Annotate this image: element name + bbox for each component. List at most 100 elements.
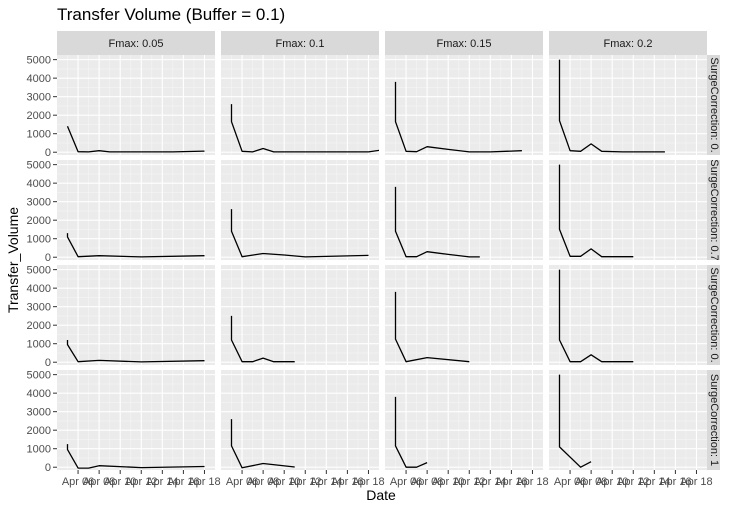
series-line	[558, 269, 634, 363]
panel-background	[549, 55, 707, 155]
x-tick-label: Apr 08	[411, 476, 443, 488]
facet-panel	[57, 55, 215, 155]
x-tick-label: Apr 14	[146, 476, 178, 488]
x-tick-label: Apr 16	[167, 476, 199, 488]
series-line	[558, 164, 634, 258]
y-tick-label: 1000	[27, 339, 51, 351]
series-line	[394, 291, 470, 363]
y-tick-label: 2000	[27, 320, 51, 332]
x-tick-label: Apr 18	[516, 476, 548, 488]
panel-background	[385, 265, 543, 365]
panel-background	[57, 160, 215, 260]
panel-background	[549, 265, 707, 365]
x-tick-label: Apr 10	[432, 476, 464, 488]
column-strip-label: Fmax: 0.2	[604, 38, 653, 50]
y-tick-label: 0	[45, 147, 51, 159]
facet-panel	[385, 370, 543, 470]
facet-panel	[549, 370, 707, 470]
series-line	[66, 233, 205, 258]
series-line	[230, 209, 369, 258]
row-strip-label: SurgeCorrection: 0.	[708, 267, 720, 362]
panel-background	[221, 265, 379, 365]
x-tick-label: Apr 12	[453, 476, 485, 488]
panel-background	[385, 55, 543, 155]
y-tick-label: 5000	[27, 265, 51, 277]
x-tick-label: Apr 14	[474, 476, 506, 488]
series-line	[66, 126, 205, 153]
x-tick-label: Apr 16	[659, 476, 691, 488]
y-tick-label: 0	[45, 357, 51, 369]
row-strip-label: SurgeCorrection: 0.	[708, 57, 720, 152]
y-tick-label: 2000	[27, 215, 51, 227]
x-tick-label: Apr 18	[352, 476, 384, 488]
x-tick-label: Apr 18	[680, 476, 712, 488]
series-line	[394, 186, 480, 258]
facet-panel	[385, 160, 543, 260]
panel-background	[221, 160, 379, 260]
series-line	[558, 59, 665, 153]
x-tick-label: Apr 12	[289, 476, 321, 488]
y-tick-label: 5000	[27, 55, 51, 67]
x-tick-label: Apr 14	[638, 476, 670, 488]
y-tick-label: 4000	[27, 388, 51, 400]
x-tick-label: Apr 08	[575, 476, 607, 488]
x-tick-label: Apr 10	[104, 476, 136, 488]
y-axes: 0 1000 2000 3000 4000 5000 0 1000 2000 3000 4000 50…	[27, 55, 57, 474]
column-strip-label: Fmax: 0.1	[276, 38, 325, 50]
series-line	[230, 315, 295, 363]
chart-title: Transfer Volume (Buffer = 0.1)	[57, 5, 285, 24]
column-strip-label: Fmax: 0.15	[436, 38, 491, 50]
column-strip	[385, 31, 543, 55]
panel-background	[549, 370, 707, 470]
row-strip-label: SurgeCorrection: 0.7	[708, 159, 720, 261]
facet-panel	[221, 370, 379, 470]
panel-background	[549, 160, 707, 260]
row-strip-label: SurgeCorrection: 1	[708, 374, 720, 466]
panel-background	[57, 370, 215, 470]
x-tick-label: Apr 10	[596, 476, 628, 488]
facet-panel	[57, 370, 215, 470]
x-tick-label: Apr 18	[188, 476, 220, 488]
x-tick-label: Apr 06	[390, 476, 422, 488]
y-tick-label: 3000	[27, 302, 51, 314]
series-line	[558, 374, 592, 468]
series-line	[230, 419, 295, 469]
x-tick-label: Apr 16	[495, 476, 527, 488]
facet-panel	[549, 55, 707, 155]
x-tick-label: Apr 06	[62, 476, 94, 488]
y-tick-label: 4000	[27, 73, 51, 85]
panel-background	[221, 370, 379, 470]
x-tick-label: Apr 12	[617, 476, 649, 488]
series-line	[66, 444, 205, 469]
x-tick-label: Apr 16	[331, 476, 363, 488]
facet-panel	[549, 265, 707, 365]
y-axis-title: Transfer_Volume	[5, 207, 21, 313]
panel-background	[385, 160, 543, 260]
column-strip	[221, 31, 379, 55]
y-tick-label: 2000	[27, 110, 51, 122]
row-strip	[707, 160, 720, 260]
facet-panel	[57, 265, 215, 365]
panel-background	[221, 55, 379, 155]
facet-panels: Fmax: 0.05 Fmax: 0.1 Fmax: 0.15 Fmax: 0.2 Su…	[57, 31, 720, 470]
facet-panel	[385, 265, 543, 365]
panel-background	[57, 265, 215, 365]
y-tick-label: 0	[45, 462, 51, 474]
series-line	[230, 104, 379, 153]
y-tick-label: 4000	[27, 283, 51, 295]
y-tick-label: 4000	[27, 178, 51, 190]
y-tick-label: 1000	[27, 234, 51, 246]
x-tick-label: Apr 08	[83, 476, 115, 488]
facet-panel	[57, 160, 215, 260]
column-strip	[549, 31, 707, 55]
y-tick-label: 1000	[27, 129, 51, 141]
facet-panel	[221, 160, 379, 260]
y-tick-label: 2000	[27, 425, 51, 437]
facet-panel	[221, 265, 379, 365]
x-tick-label: Apr 06	[226, 476, 258, 488]
y-tick-label: 3000	[27, 92, 51, 104]
x-tick-label: Apr 10	[268, 476, 300, 488]
facet-panel	[221, 55, 379, 155]
x-tick-label: Apr 14	[310, 476, 342, 488]
